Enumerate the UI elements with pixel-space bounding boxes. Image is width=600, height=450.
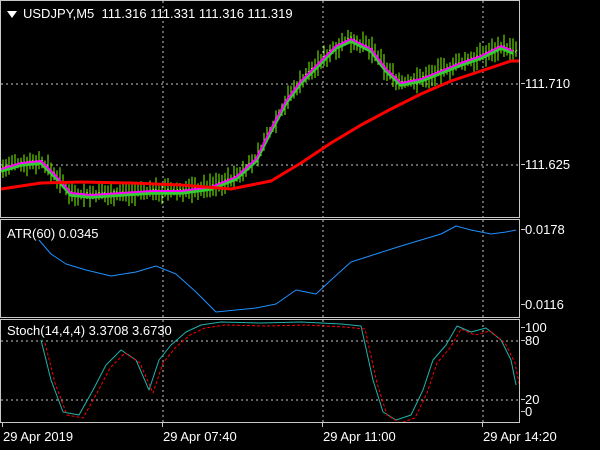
ma-green-line	[1, 39, 514, 199]
ma-magenta-line	[1, 38, 514, 196]
atr-canvas[interactable]	[1, 220, 520, 318]
atr-indicator-pane[interactable]: ATR(60) 0.0345	[0, 219, 520, 318]
price-bar-tick	[439, 68, 443, 71]
chart-header: USDJPY,M5 111.316 111.331 111.316 111.31…	[7, 6, 293, 21]
atr-tick-lower: 0.0116	[521, 297, 564, 312]
stochastic-label: Stoch(14,4,4) 3.3708 3.6730	[7, 323, 172, 338]
price-chart-pane[interactable]: USDJPY,M5 111.316 111.331 111.316 111.31…	[0, 0, 520, 218]
price-chart-canvas[interactable]	[1, 1, 520, 218]
stoch-signal-line	[44, 324, 519, 422]
time-axis: 29 Apr 2019 29 Apr 07:40 29 Apr 11:00 29…	[0, 423, 600, 450]
chart-menu-arrow-icon[interactable]	[7, 11, 17, 19]
stoch-tick-0: 0	[520, 404, 533, 419]
atr-line	[38, 225, 517, 313]
time-tick-mark	[162, 423, 163, 427]
time-tick-mark	[2, 423, 3, 427]
atr-label: ATR(60) 0.0345	[7, 226, 99, 241]
time-label-2: 29 Apr 11:00	[323, 429, 396, 444]
stoch-tick-80: 80	[520, 333, 540, 348]
time-label-0: 29 Apr 2019	[3, 429, 74, 444]
time-tick-mark	[482, 423, 483, 427]
stoch-main-line	[40, 321, 517, 421]
ma-red-line	[1, 59, 519, 191]
price-bar-tick	[514, 49, 518, 53]
ohlc-values: 111.316 111.331 111.316 111.319	[101, 6, 293, 21]
price-tick-lower: 111.625	[520, 157, 571, 172]
stochastic-canvas[interactable]	[1, 320, 520, 423]
price-bar-tick	[97, 191, 101, 194]
stoch-tick-100: 100	[521, 320, 547, 335]
price-axis: 111.710 111.625 0.0178 0.0116 100 80 20 …	[520, 0, 600, 423]
stochastic-indicator-pane[interactable]: Stoch(14,4,4) 3.3708 3.6730	[0, 319, 520, 423]
atr-tick-upper: 0.0178	[521, 222, 565, 237]
symbol-label: USDJPY,M5	[23, 6, 95, 21]
stoch-tick-20: 20	[520, 392, 540, 407]
price-tick-upper: 111.710	[520, 76, 571, 91]
time-label-1: 29 Apr 07:40	[163, 429, 237, 444]
time-tick-mark	[322, 423, 323, 427]
time-label-3: 29 Apr 14:20	[483, 429, 557, 444]
